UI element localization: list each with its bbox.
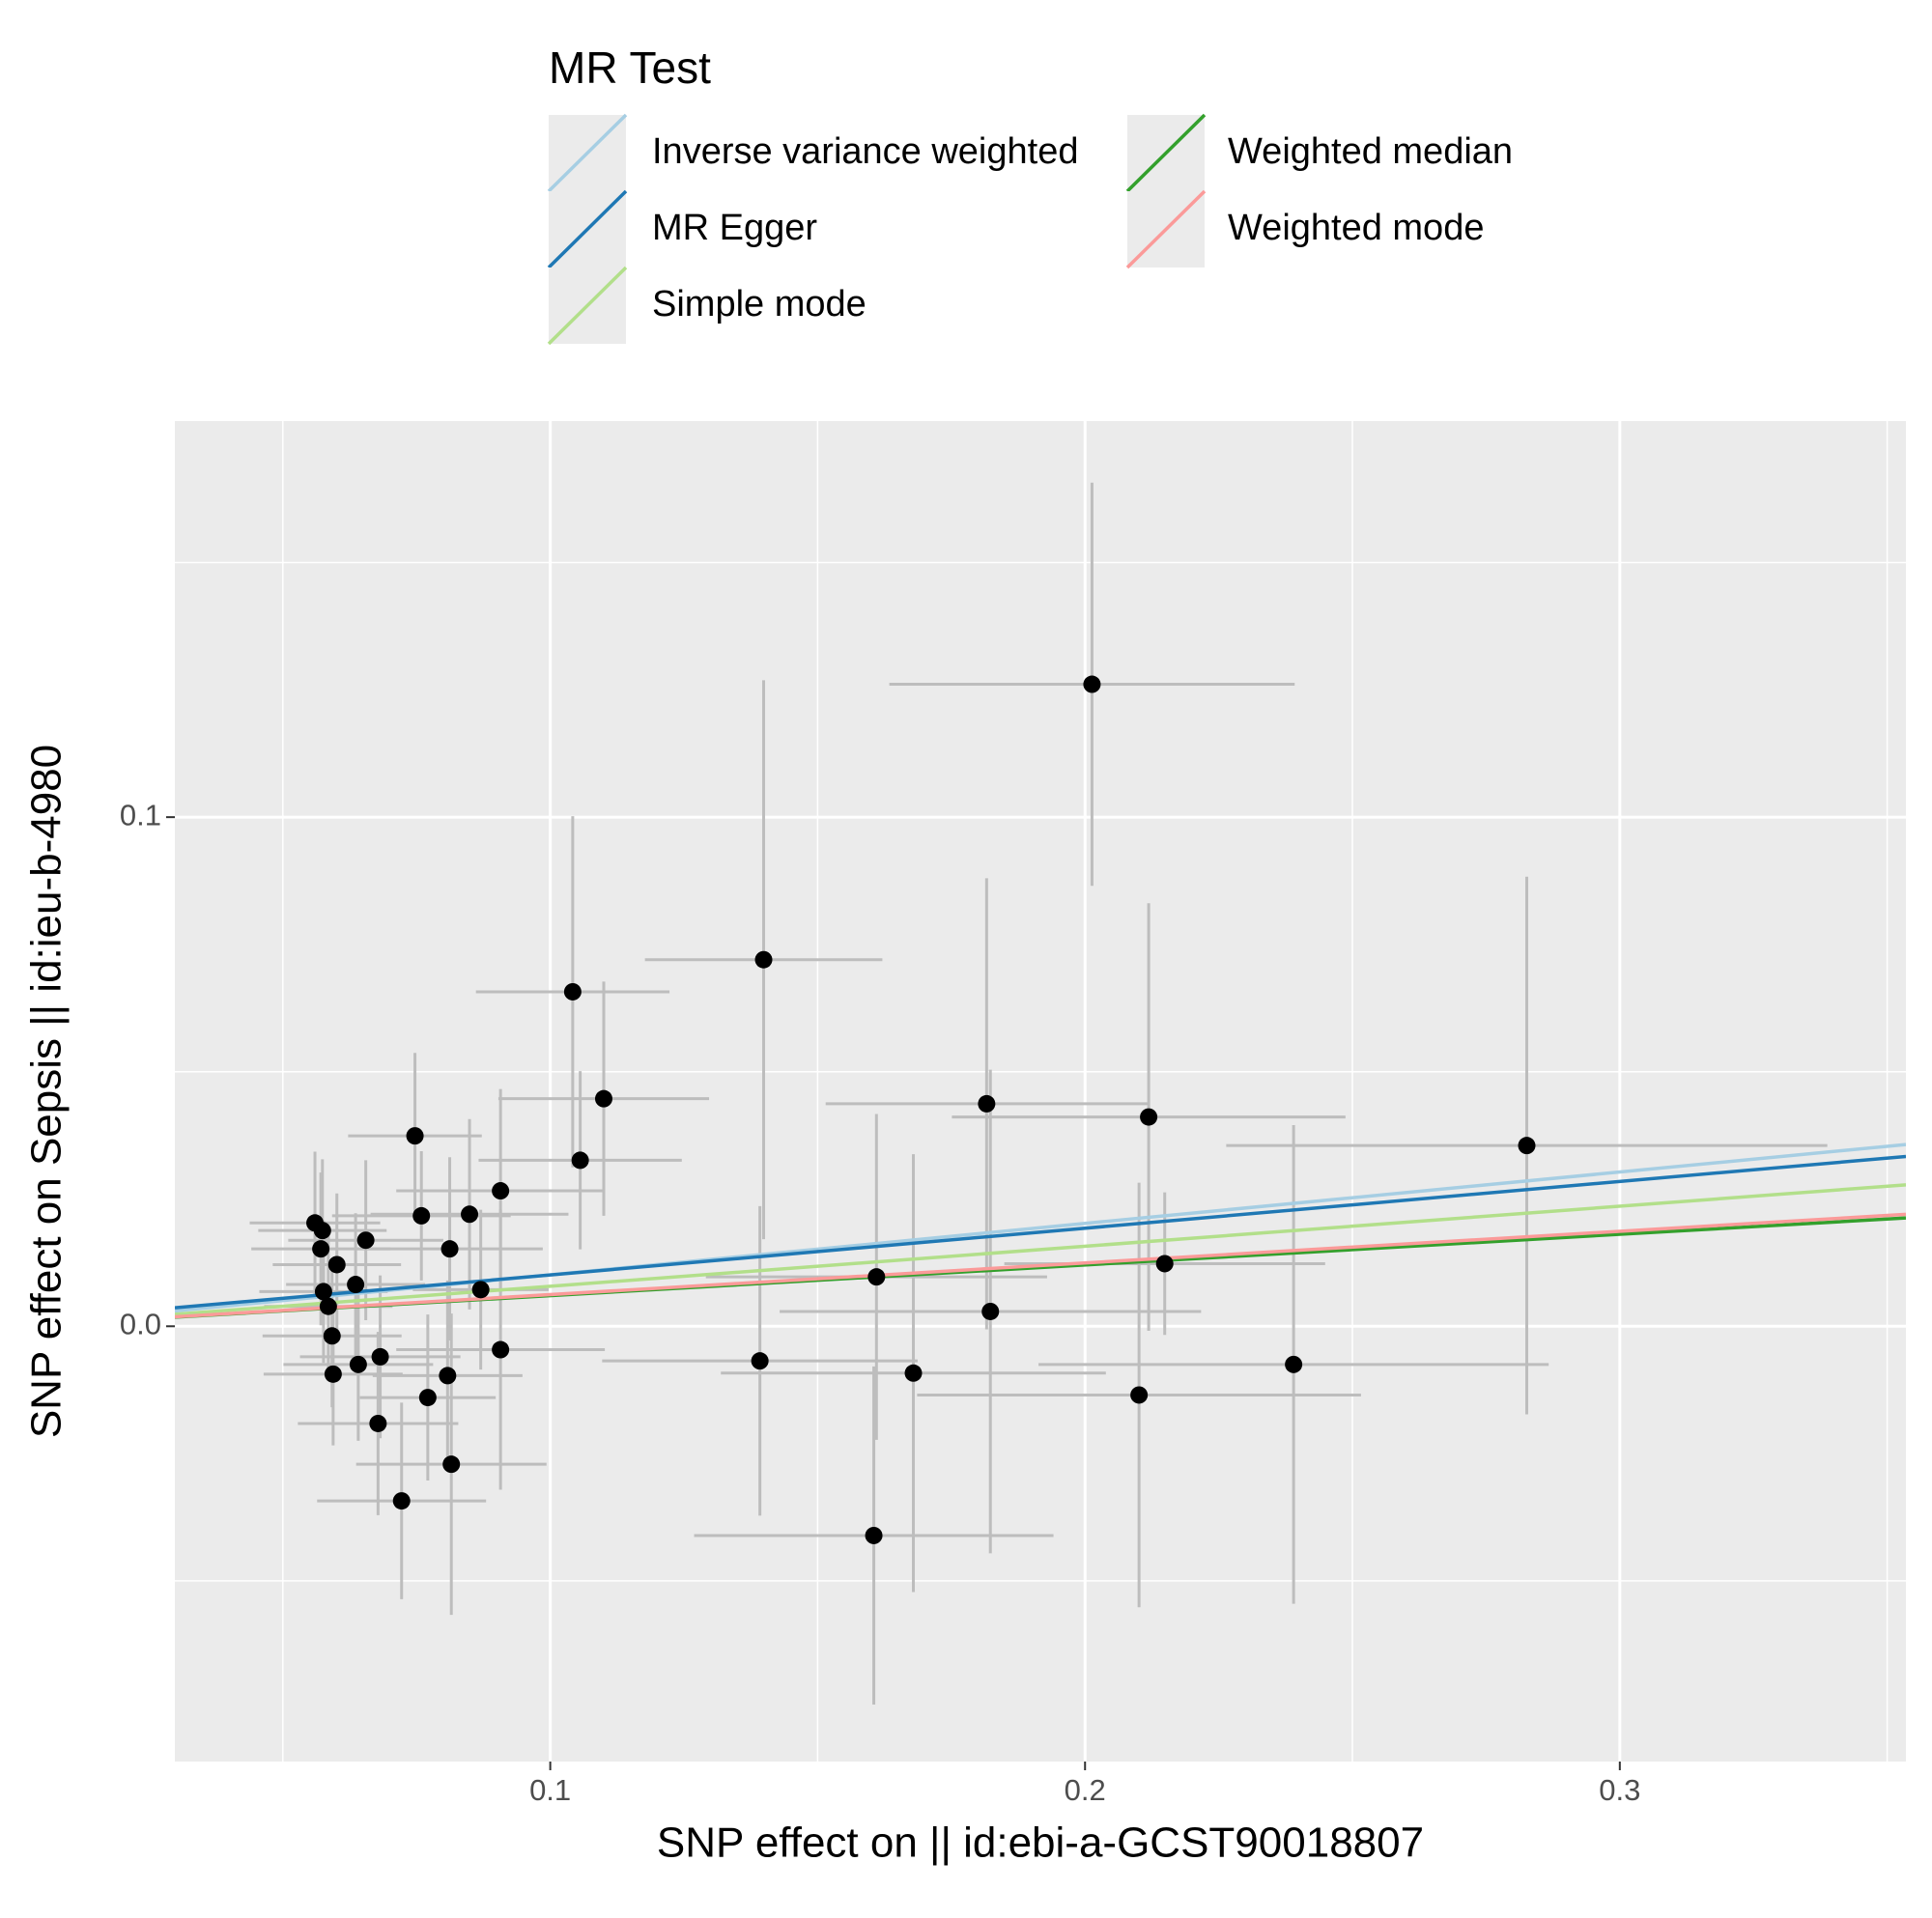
point	[1285, 1355, 1303, 1373]
point	[865, 1526, 883, 1544]
point	[327, 1255, 346, 1274]
point	[324, 1365, 342, 1383]
point	[1140, 1108, 1158, 1126]
legend-label: Simple mode	[652, 284, 867, 324]
point	[356, 1231, 375, 1250]
point	[751, 1352, 769, 1370]
y-tick-label: 0.0	[120, 1307, 161, 1340]
point	[314, 1283, 332, 1301]
x-tick-label: 0.2	[1065, 1773, 1106, 1807]
point	[439, 1367, 457, 1385]
point	[594, 1089, 612, 1108]
point	[418, 1389, 437, 1407]
mr-line	[175, 1154, 1906, 1310]
point	[312, 1240, 330, 1258]
point	[981, 1302, 1000, 1320]
legend-swatch	[547, 113, 628, 193]
point	[1518, 1137, 1536, 1155]
point	[471, 1281, 490, 1299]
point	[319, 1297, 337, 1315]
x-tick-label: 0.3	[1599, 1773, 1640, 1807]
point	[371, 1347, 389, 1366]
point	[1130, 1386, 1149, 1404]
x-axis-title: SNP effect on || id:ebi-a-GCST90018807	[657, 1819, 1424, 1867]
point	[571, 1151, 589, 1170]
legend-swatch	[1125, 113, 1207, 193]
legend-label: Weighted mode	[1228, 208, 1484, 248]
point	[442, 1455, 461, 1474]
point	[867, 1268, 886, 1286]
point	[1083, 675, 1101, 693]
legend-label: Inverse variance weighted	[652, 131, 1078, 172]
point	[392, 1492, 411, 1510]
legend-label: Weighted median	[1228, 131, 1513, 172]
point	[754, 950, 773, 969]
x-tick-label: 0.1	[529, 1773, 571, 1807]
legend-swatch	[547, 189, 628, 269]
point	[406, 1127, 424, 1145]
mr-line	[175, 1183, 1906, 1316]
y-tick-label: 0.1	[120, 798, 161, 832]
plot-panel	[175, 421, 1906, 1762]
legend-title: MR Test	[549, 42, 711, 93]
mr-line	[175, 1212, 1906, 1319]
legend-swatch	[547, 266, 628, 346]
point	[492, 1182, 510, 1200]
point	[313, 1222, 331, 1240]
y-axis-title: SNP effect on Sepsis || id:ieu-b-4980	[23, 745, 71, 1438]
legend-swatch	[1125, 189, 1207, 269]
point	[978, 1094, 996, 1113]
legend-label: MR Egger	[652, 208, 817, 248]
point	[440, 1240, 459, 1258]
point	[492, 1340, 510, 1359]
point	[461, 1205, 479, 1224]
point	[323, 1327, 341, 1345]
point	[349, 1355, 367, 1373]
point	[369, 1414, 387, 1432]
point	[563, 982, 582, 1001]
point	[904, 1364, 923, 1382]
point	[1155, 1255, 1174, 1273]
point	[347, 1276, 365, 1294]
point	[412, 1206, 431, 1225]
